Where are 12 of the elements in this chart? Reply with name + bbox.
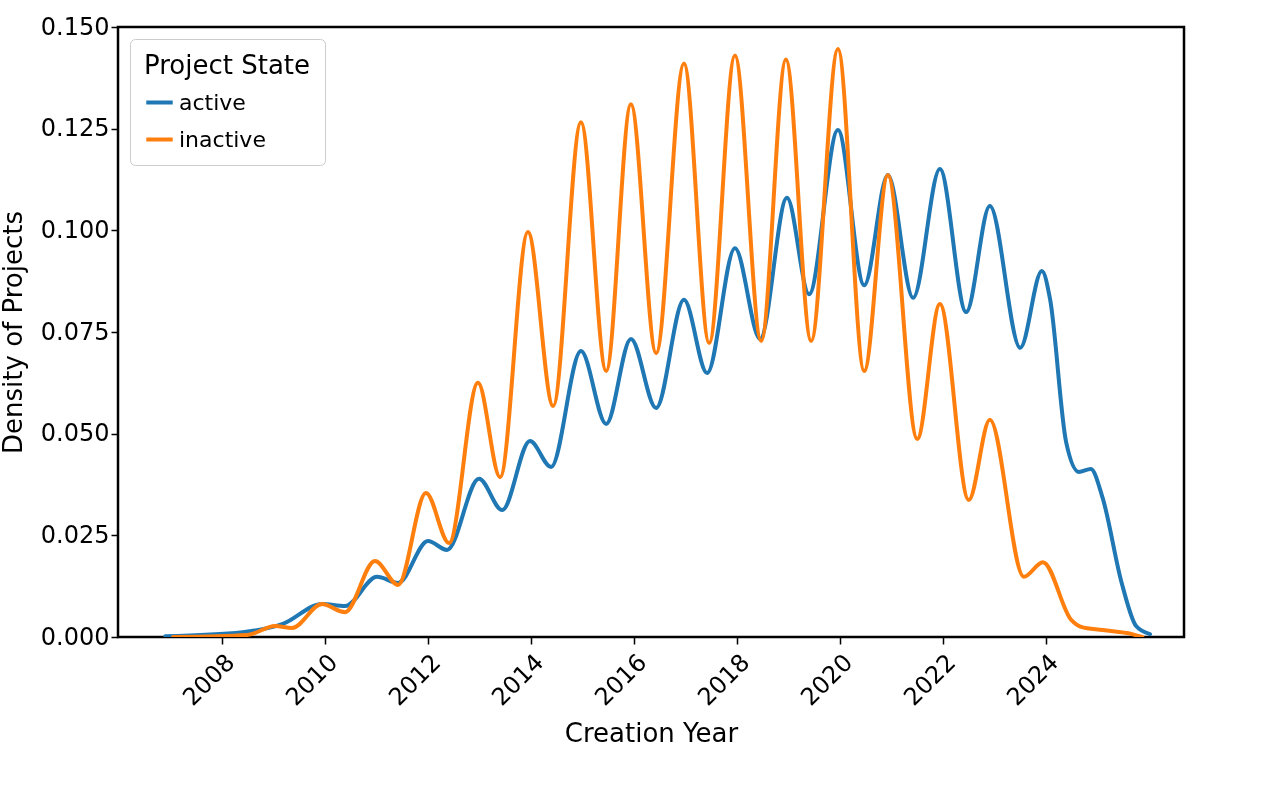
y-axis-title: Density of Projects [0,211,28,454]
y-tick-label: 0.150 [40,12,110,41]
legend-title: Project State [144,50,311,80]
y-tick-label: 0.025 [40,520,110,549]
y-tick-label: 0.125 [40,114,110,143]
legend-label: active [179,89,246,115]
y-tick-label: 0.075 [40,317,110,346]
legend-label: inactive [179,126,266,152]
y-tick-label: 0.000 [40,622,110,651]
x-axis-title: Creation Year [564,717,739,748]
y-tick-label: 0.050 [40,419,110,448]
y-tick-label: 0.100 [40,215,110,244]
